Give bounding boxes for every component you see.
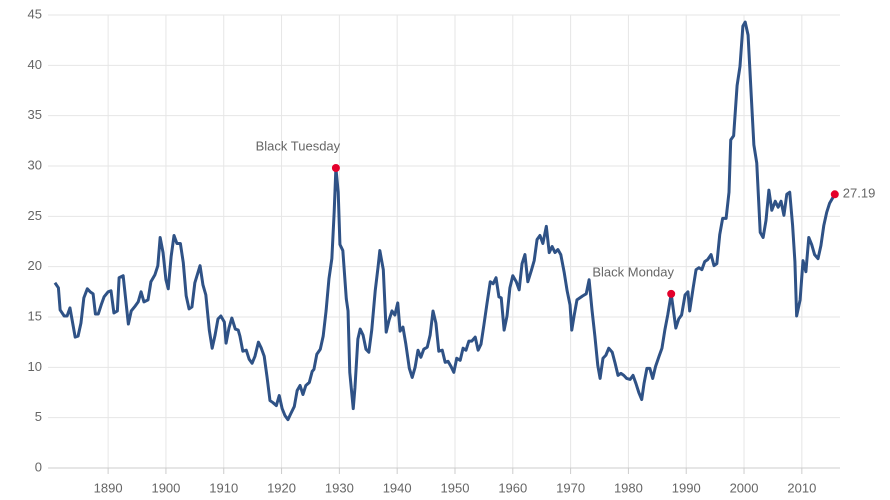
x-tick-label: 1920 xyxy=(267,480,296,495)
y-tick-label: 35 xyxy=(28,107,42,122)
x-tick-label: 2010 xyxy=(787,480,816,495)
x-tick-label: 1950 xyxy=(441,480,470,495)
x-tick-label: 1990 xyxy=(672,480,701,495)
y-tick-label: 45 xyxy=(28,6,42,21)
annotation-marker xyxy=(667,289,676,298)
annotation-label: Black Monday xyxy=(592,264,674,279)
x-tick-label: 1900 xyxy=(151,480,180,495)
annotation-marker xyxy=(331,164,340,173)
annotation-marker xyxy=(830,190,839,199)
y-tick-label: 40 xyxy=(28,57,42,72)
y-tick-label: 10 xyxy=(28,359,42,374)
x-tick-label: 1910 xyxy=(209,480,238,495)
x-tick-label: 1960 xyxy=(498,480,527,495)
y-tick-label: 30 xyxy=(28,157,42,172)
y-tick-label: 5 xyxy=(35,409,42,424)
x-tick-label: 1930 xyxy=(325,480,354,495)
x-tick-label: 1890 xyxy=(94,480,123,495)
x-tick-label: 1940 xyxy=(383,480,412,495)
y-tick-label: 25 xyxy=(28,208,42,223)
y-tick-label: 20 xyxy=(28,258,42,273)
annotation-label: 27.19 xyxy=(843,186,876,201)
annotation-label: Black Tuesday xyxy=(256,138,341,153)
data-line xyxy=(53,20,837,422)
y-tick-label: 0 xyxy=(35,459,42,474)
x-tick-label: 1970 xyxy=(556,480,585,495)
x-tick-label: 1980 xyxy=(614,480,643,495)
y-tick-label: 15 xyxy=(28,308,42,323)
x-tick-label: 2000 xyxy=(730,480,759,495)
